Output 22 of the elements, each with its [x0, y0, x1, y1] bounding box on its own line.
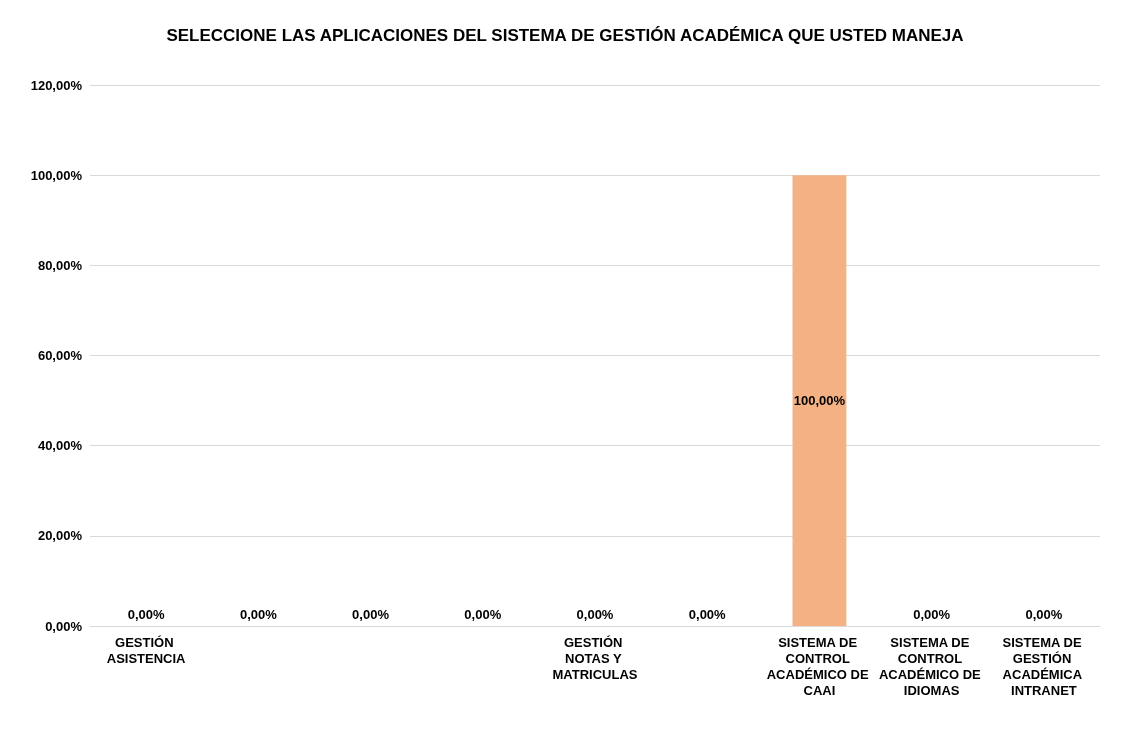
- data-label: 0,00%: [352, 607, 390, 622]
- x-tick-label: GESTIÓN ASISTENCIA: [106, 634, 187, 666]
- y-tick-label: 40,00%: [37, 438, 83, 454]
- data-label: 0,00%: [1025, 607, 1063, 622]
- data-label: 0,00%: [688, 607, 727, 622]
- y-tick-label: 80,00%: [37, 257, 83, 273]
- data-label: 0,00%: [576, 607, 614, 622]
- x-tick-label: SISTEMA DE CONTROL ACADÉMICO DE IDIOMAS: [878, 634, 985, 698]
- y-tick-label: 0,00%: [45, 618, 83, 634]
- data-label: 100,00%: [793, 393, 846, 409]
- y-tick-label: 100,00%: [30, 167, 83, 183]
- data-label: 0,00%: [239, 607, 278, 622]
- data-label: 0,00%: [913, 607, 951, 622]
- chart-title: SELECCIONE LAS APLICACIONES DEL SISTEMA DE GESTIÓN ACADÉMICA QUE USTED MANEJA: [166, 26, 964, 45]
- x-tick-label: SISTEMA DE GESTIÓN ACADÉMICA INTRANET: [1002, 634, 1086, 698]
- y-tick-label: 60,00%: [37, 348, 83, 363]
- x-tick-label: GESTIÓN NOTAS Y MATRICULAS: [552, 634, 638, 682]
- data-label: 0,00%: [464, 607, 502, 622]
- data-label: 0,00%: [127, 607, 165, 622]
- y-tick-label: 20,00%: [37, 528, 83, 544]
- y-tick-label: 120,00%: [30, 77, 83, 93]
- x-tick-label: SISTEMA DE CONTROL ACADÉMICO DE CAAI: [766, 634, 873, 698]
